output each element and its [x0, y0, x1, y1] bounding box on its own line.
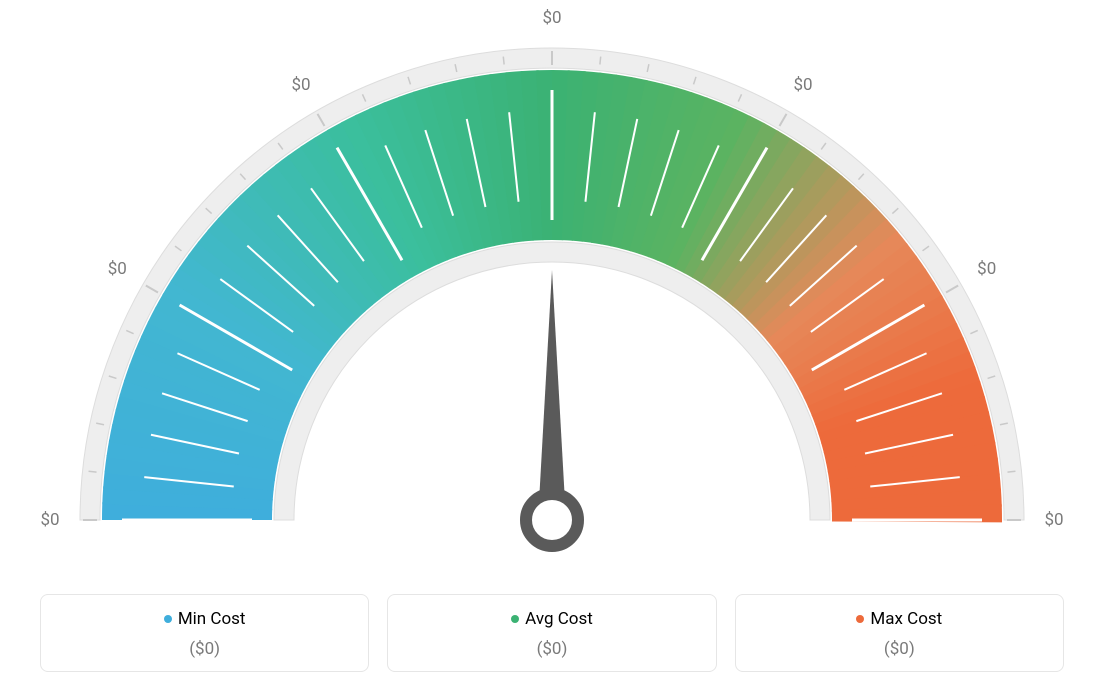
gauge-tick-label: $0 [40, 510, 59, 530]
legend-card-avg: Avg Cost ($0) [387, 594, 716, 672]
legend-card-max: Max Cost ($0) [735, 594, 1064, 672]
legend-card-min: Min Cost ($0) [40, 594, 369, 672]
legend-title-avg: Avg Cost [398, 609, 705, 629]
gauge-svg [0, 0, 1104, 560]
gauge-tick-label: $0 [291, 75, 310, 95]
cost-gauge-widget: $0 $0 $0 $0 $0 $0 $0 Min Cost ($0) Avg Cost ($… [0, 0, 1104, 690]
gauge-tick-label: $0 [108, 259, 127, 279]
legend-label-avg: Avg Cost [525, 609, 593, 629]
gauge-chart: $0 $0 $0 $0 $0 $0 $0 [0, 0, 1104, 560]
legend-title-min: Min Cost [51, 609, 358, 629]
legend-value-max: ($0) [746, 639, 1053, 659]
legend-dot-min [164, 615, 172, 623]
legend-dot-avg [511, 615, 519, 623]
legend-label-min: Min Cost [178, 609, 246, 629]
gauge-tick-label: $0 [1044, 510, 1063, 530]
legend-value-avg: ($0) [398, 639, 705, 659]
legend-title-max: Max Cost [746, 609, 1053, 629]
legend-label-max: Max Cost [870, 609, 942, 629]
gauge-tick-label: $0 [793, 75, 812, 95]
legend-value-min: ($0) [51, 639, 358, 659]
gauge-tick-label: $0 [542, 8, 561, 28]
legend-row: Min Cost ($0) Avg Cost ($0) Max Cost ($0… [40, 594, 1064, 672]
legend-dot-max [856, 615, 864, 623]
gauge-tick-label: $0 [977, 259, 996, 279]
